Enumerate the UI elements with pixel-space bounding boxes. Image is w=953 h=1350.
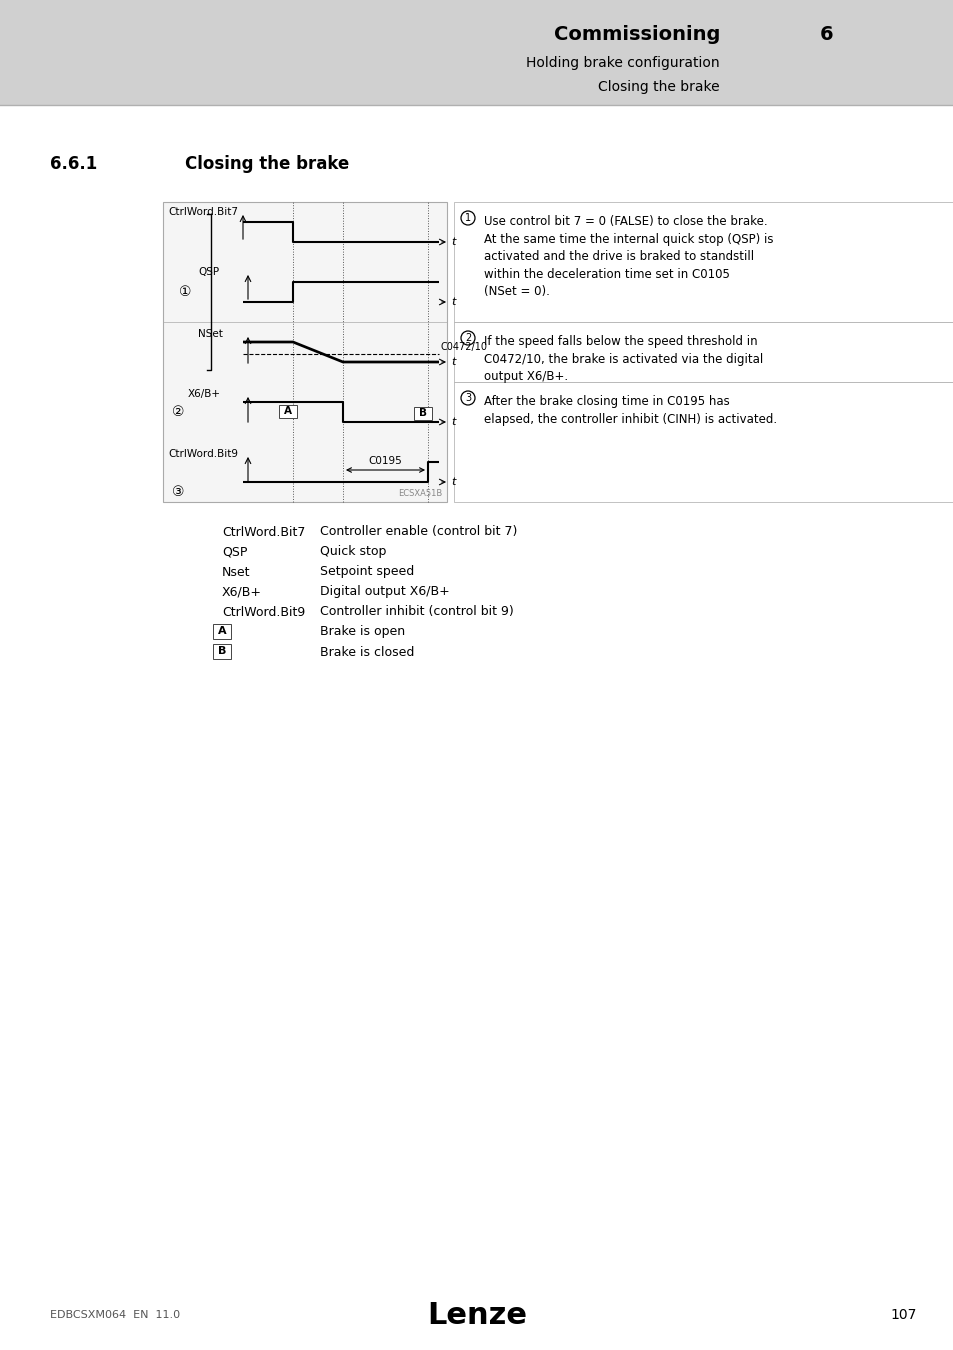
FancyBboxPatch shape xyxy=(414,406,432,420)
FancyBboxPatch shape xyxy=(213,644,231,659)
Text: Closing the brake: Closing the brake xyxy=(185,155,349,173)
Text: 2: 2 xyxy=(464,333,471,343)
Text: ①: ① xyxy=(178,285,191,298)
Text: CtrlWord.Bit9: CtrlWord.Bit9 xyxy=(222,606,305,618)
Text: C0472/10: C0472/10 xyxy=(440,342,488,352)
Text: Holding brake configuration: Holding brake configuration xyxy=(526,55,720,70)
Text: QSP: QSP xyxy=(198,267,219,277)
Text: NSet: NSet xyxy=(198,329,223,339)
Text: Quick stop: Quick stop xyxy=(319,545,386,559)
Text: t: t xyxy=(451,356,455,367)
Text: CtrlWord.Bit9: CtrlWord.Bit9 xyxy=(168,450,237,459)
Bar xyxy=(0,0,953,105)
Text: Controller inhibit (control bit 9): Controller inhibit (control bit 9) xyxy=(319,606,514,618)
Text: X6/B+: X6/B+ xyxy=(188,389,221,400)
Text: ②: ② xyxy=(172,405,184,418)
Text: Commissioning: Commissioning xyxy=(553,26,720,45)
Text: Setpoint speed: Setpoint speed xyxy=(319,566,414,579)
Text: Closing the brake: Closing the brake xyxy=(598,80,720,94)
Text: Lenze: Lenze xyxy=(427,1300,526,1330)
Bar xyxy=(454,202,953,323)
Bar xyxy=(454,382,953,502)
Text: B: B xyxy=(217,647,226,656)
Text: 1: 1 xyxy=(464,213,471,223)
Text: Brake is open: Brake is open xyxy=(319,625,405,639)
Text: CtrlWord.Bit7: CtrlWord.Bit7 xyxy=(222,525,305,539)
Text: 6.6.1: 6.6.1 xyxy=(50,155,97,173)
Bar xyxy=(454,323,953,382)
Text: t: t xyxy=(451,477,455,487)
Text: C0195: C0195 xyxy=(368,456,402,466)
Text: A: A xyxy=(217,626,226,636)
Text: Controller enable (control bit 7): Controller enable (control bit 7) xyxy=(319,525,517,539)
Text: A: A xyxy=(284,406,292,416)
Text: ECSXA51B: ECSXA51B xyxy=(397,489,441,498)
FancyBboxPatch shape xyxy=(278,405,296,418)
Text: Digital output X6/B+: Digital output X6/B+ xyxy=(319,586,449,598)
Text: CtrlWord.Bit7: CtrlWord.Bit7 xyxy=(168,207,237,217)
Text: Brake is closed: Brake is closed xyxy=(319,645,414,659)
Text: Use control bit 7 = 0 (FALSE) to close the brake.
At the same time the internal : Use control bit 7 = 0 (FALSE) to close t… xyxy=(483,215,773,298)
Text: QSP: QSP xyxy=(222,545,247,559)
Bar xyxy=(163,202,447,502)
Text: X6/B+: X6/B+ xyxy=(222,586,262,598)
Text: If the speed falls below the speed threshold in
C0472/10, the brake is activated: If the speed falls below the speed thres… xyxy=(483,335,762,383)
Text: ③: ③ xyxy=(172,485,184,500)
Text: t: t xyxy=(451,417,455,427)
Text: After the brake closing time in C0195 has
elapsed, the controller inhibit (CINH): After the brake closing time in C0195 ha… xyxy=(483,396,777,425)
Text: 6: 6 xyxy=(820,26,833,45)
Text: t: t xyxy=(451,297,455,306)
Text: Nset: Nset xyxy=(222,566,251,579)
Text: B: B xyxy=(418,408,427,418)
FancyBboxPatch shape xyxy=(213,624,231,639)
Text: 3: 3 xyxy=(464,393,471,404)
Text: t: t xyxy=(451,238,455,247)
Text: EDBCSXM064  EN  11.0: EDBCSXM064 EN 11.0 xyxy=(50,1310,180,1320)
Text: 107: 107 xyxy=(890,1308,916,1322)
